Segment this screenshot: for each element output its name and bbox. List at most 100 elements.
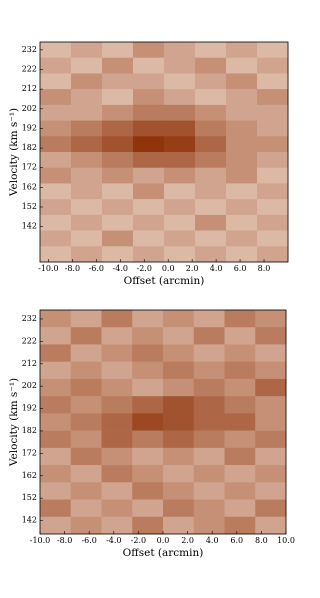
- heat-cell: [195, 214, 227, 231]
- heat-cell: [40, 482, 72, 500]
- heat-cell: [102, 57, 134, 74]
- x-tick-label: -8.0: [65, 264, 80, 273]
- heat-cell: [163, 447, 195, 466]
- heat-cell: [193, 378, 225, 397]
- heat-cell: [257, 183, 289, 200]
- heat-cell: [193, 499, 225, 518]
- heat-cell: [40, 378, 72, 397]
- heat-cell: [255, 396, 287, 414]
- heat-cell: [195, 230, 227, 247]
- heat-cell: [164, 89, 196, 106]
- heat-cell: [195, 120, 227, 137]
- heat-cell: [133, 246, 165, 263]
- heat-cell: [40, 499, 72, 518]
- heat-cell: [195, 246, 227, 263]
- heat-cell: [71, 73, 103, 90]
- heat-cell: [257, 167, 289, 184]
- heat-cell: [163, 516, 195, 535]
- heat-cell: [101, 430, 133, 449]
- heat-cell: [257, 104, 289, 121]
- heat-cell: [255, 447, 287, 466]
- heat-cell: [195, 183, 227, 200]
- heat-cell: [102, 230, 134, 247]
- heat-cell: [226, 246, 258, 263]
- y-tick-label: 182: [22, 143, 37, 152]
- heat-cell: [133, 152, 165, 169]
- heat-cell: [40, 465, 72, 483]
- heat-cell: [255, 482, 287, 500]
- x-axis-label: Offset (arcmin): [124, 275, 205, 287]
- y-tick-label: 192: [22, 123, 37, 132]
- heat-cell: [40, 214, 72, 231]
- y-tick-label: 162: [22, 471, 37, 480]
- heat-cell: [71, 89, 103, 106]
- heat-cell: [257, 152, 289, 169]
- heat-cell: [40, 183, 72, 200]
- heat-cell: [195, 89, 227, 106]
- heat-cell: [133, 199, 165, 216]
- heat-cell: [224, 482, 256, 500]
- heat-cell: [133, 73, 165, 90]
- heat-cell: [40, 413, 72, 431]
- heat-cell: [70, 447, 102, 466]
- heat-cell: [224, 378, 256, 397]
- heat-cell: [226, 136, 258, 153]
- heat-cell: [164, 246, 196, 263]
- y-tick-label: 172: [22, 448, 37, 457]
- heat-cell: [133, 104, 165, 121]
- heat-cell: [133, 136, 165, 153]
- heat-cell: [71, 136, 103, 153]
- y-tick-label: 202: [22, 104, 37, 113]
- heat-cell: [133, 42, 165, 59]
- heat-cell: [102, 120, 134, 137]
- y-tick-label: 232: [22, 45, 37, 54]
- heat-cell: [257, 57, 289, 74]
- heat-cell: [226, 57, 258, 74]
- heat-cell: [70, 344, 102, 362]
- x-tick-label: 8.0: [255, 536, 268, 545]
- heat-cell: [163, 310, 195, 328]
- heat-cell: [224, 465, 256, 483]
- heat-cell: [224, 430, 256, 449]
- heat-cell: [71, 214, 103, 231]
- heat-cell: [70, 465, 102, 483]
- heat-cell: [101, 499, 133, 518]
- heat-cell: [164, 214, 196, 231]
- y-axis-label: Velocity (km s⁻¹): [8, 108, 20, 197]
- heat-cell: [132, 361, 164, 380]
- heat-cell: [133, 57, 165, 74]
- heat-cell: [71, 152, 103, 169]
- x-tick-label: 8.0: [258, 264, 271, 273]
- plot-frame: [39, 41, 289, 263]
- heat-cell: [40, 430, 72, 449]
- heat-cell: [224, 327, 256, 345]
- x-tick-label: -6.0: [89, 264, 104, 273]
- heat-cell: [70, 361, 102, 380]
- heat-cell: [255, 465, 287, 483]
- heat-cell: [101, 413, 133, 431]
- x-tick-label: -2.0: [131, 536, 146, 545]
- heat-cell: [132, 499, 164, 518]
- heat-cell: [101, 465, 133, 483]
- x-tick-label: -2.0: [137, 264, 152, 273]
- heat-cell: [164, 120, 196, 137]
- heat-cell: [193, 327, 225, 345]
- y-tick-label: 212: [22, 84, 37, 93]
- y-tick-label: 212: [22, 359, 37, 368]
- heat-cell: [224, 361, 256, 380]
- heat-cell: [164, 104, 196, 121]
- heat-cell: [257, 73, 289, 90]
- y-tick-label: 142: [22, 516, 37, 525]
- heat-cell: [193, 482, 225, 500]
- y-tick-label: 142: [22, 222, 37, 231]
- heat-cell: [102, 73, 134, 90]
- heat-cell: [163, 413, 195, 431]
- heat-cell: [70, 396, 102, 414]
- heat-cell: [70, 430, 102, 449]
- y-tick-label: 222: [22, 336, 37, 345]
- heat-cell: [71, 199, 103, 216]
- heat-cell: [163, 327, 195, 345]
- heat-cell: [101, 516, 133, 535]
- heat-cell: [164, 73, 196, 90]
